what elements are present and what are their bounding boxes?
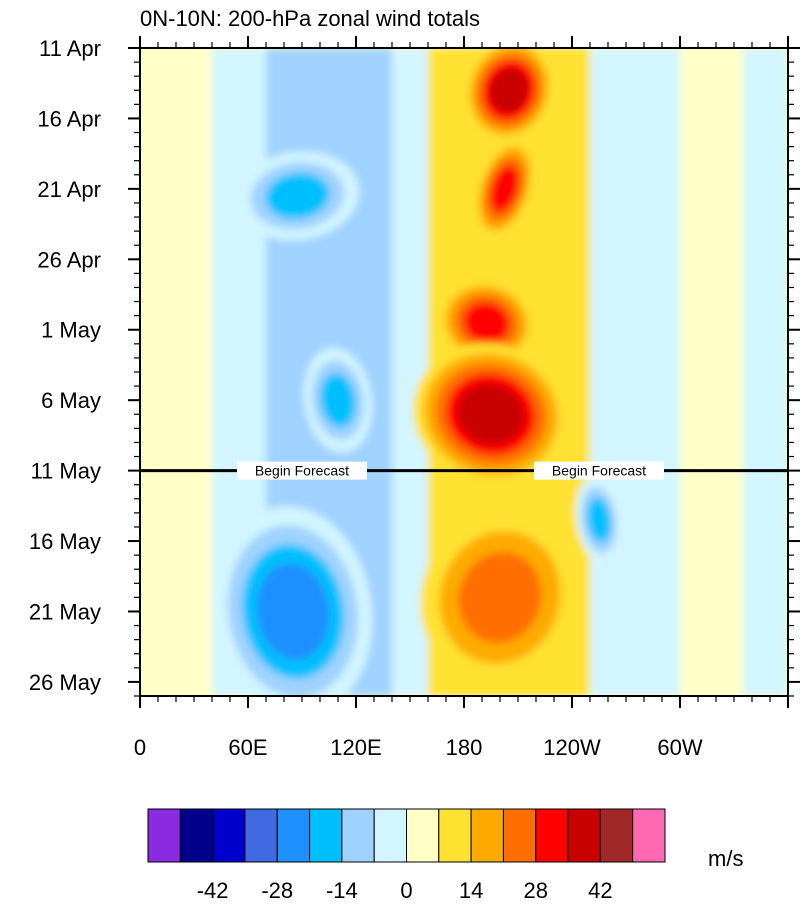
colorbar-swatch: [147, 808, 181, 863]
plot-area: [140, 48, 788, 696]
colorbar-label: -42: [197, 878, 229, 903]
colorbar-label: -14: [326, 878, 358, 903]
x-tick-label: 60W: [657, 735, 702, 760]
field-band: [680, 48, 743, 696]
y-tick-label: 6 May: [41, 388, 101, 413]
field-contour: [457, 384, 525, 445]
forecast-label-bg: [237, 461, 367, 480]
colorbar-swatch: [632, 808, 666, 863]
forecast-marker: Begin Forecast Begin Forecast: [140, 461, 788, 480]
y-tick-label: 21 Apr: [37, 177, 101, 202]
field-contour: [586, 497, 612, 543]
field-band: [140, 48, 212, 696]
colorbar-swatch: [599, 808, 634, 863]
x-tick-label: 120E: [330, 735, 381, 760]
colorbar-label: -28: [261, 878, 293, 903]
field-contour: [256, 563, 330, 660]
field-contour: [489, 68, 529, 113]
wind-field: [140, 48, 788, 696]
colorbar-swatch: [276, 808, 311, 863]
field-contour: [458, 552, 542, 643]
colorbar-swatch: [212, 808, 246, 863]
colorbar-swatch: [535, 808, 569, 863]
field-band: [743, 48, 788, 696]
y-tick-label: 16 May: [29, 529, 101, 554]
x-axis: 0 60E 120E 180 120W 60W: [134, 36, 789, 760]
colorbar-swatch: [567, 808, 601, 863]
colorbar-swatch: [502, 808, 537, 863]
colorbar-swatch: [179, 808, 214, 863]
x-tick-label: 180: [446, 735, 483, 760]
y-tick-label: 16 Apr: [37, 106, 101, 131]
colorbar-label: 42: [588, 878, 612, 903]
x-tick-label: 0: [134, 735, 146, 760]
y-tick-label: 26 May: [29, 670, 101, 695]
colorbar-label: 14: [459, 878, 483, 903]
y-tick-label: 11 Apr: [39, 36, 101, 61]
colorbar-swatch: [438, 808, 472, 863]
y-tick-label: 21 May: [29, 599, 101, 624]
x-tick-label: 120W: [543, 735, 601, 760]
colorbar-swatch: [470, 808, 504, 863]
field-band: [590, 48, 680, 696]
colorbar: -42 -28 -14 0 14 28 42: [147, 808, 666, 903]
colorbar-units: m/s: [708, 846, 743, 871]
colorbar-swatch: [341, 808, 375, 863]
forecast-label: Begin Forecast: [255, 463, 349, 479]
forecast-label: Begin Forecast: [552, 463, 646, 479]
colorbar-swatch: [244, 808, 278, 863]
y-tick-label: 11 May: [30, 459, 101, 484]
colorbar-swatch: [373, 808, 407, 863]
colorbar-label: 28: [524, 878, 548, 903]
forecast-label-bg: [534, 461, 664, 480]
x-tick-label: 60E: [228, 735, 267, 760]
colorbar-swatch: [406, 808, 440, 863]
y-axis: 11 Apr 16 Apr 21 Apr 26 Apr 1 May 6 May 11 May…: [29, 36, 800, 697]
field-contour: [463, 302, 510, 344]
colorbar-swatch: [309, 808, 343, 863]
chart-title: 0N-10N: 200-hPa zonal wind totals: [140, 6, 480, 31]
field-contour: [265, 172, 330, 220]
y-tick-label: 1 May: [41, 318, 101, 343]
field-contour: [490, 165, 519, 213]
colorbar-label: 0: [400, 878, 412, 903]
field-contour: [320, 372, 356, 428]
y-tick-label: 26 Apr: [37, 247, 101, 272]
